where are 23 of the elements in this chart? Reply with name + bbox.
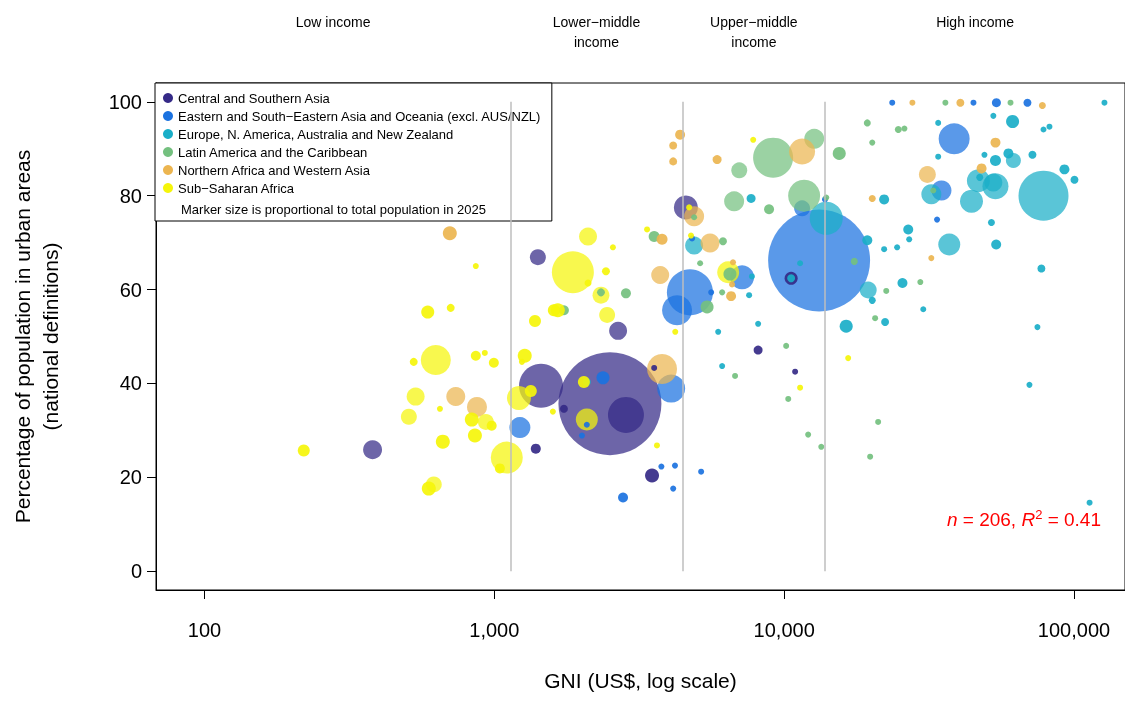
legend-label: Latin America and the Caribbean [178,144,368,160]
text: High income [936,14,1015,30]
annotation: Marker size is proportional to total population in 2025 [181,202,486,217]
y-tick-label: 20 [119,466,142,489]
legend-label: Eastern and South−Eastern Asia and Oceania (excl. AUS/NZL) [178,108,541,124]
x-tick-label: 1,000 [469,619,520,641]
text: Low income [295,14,371,30]
x-tick-label: 10,000 [753,619,815,641]
y-tick-label: 0 [130,560,142,583]
legend-label: Sub−Saharan Africa [178,180,295,196]
legend-label: Europe, N. America, Australia and New Zealand [178,126,454,142]
legend-label: Central and Southern Asia [178,90,331,106]
x-tick-label: 100,000 [1037,619,1111,641]
y-tick-label: 60 [119,278,142,301]
y-axis-title: Percentage of population in urban areas (national definitions) [10,149,62,524]
y-tick-label: 80 [119,184,142,207]
y-tick-label: 100 [108,90,142,113]
y-tick-label: 40 [119,372,142,395]
text: Upper−middle income [710,14,798,50]
text: Lower−middle income [552,14,641,50]
legend-label: Northern Africa and Western Asia [178,162,371,178]
x-axis-title: GNI (US$, log scale) [544,669,737,692]
x-tick-label: 100 [187,619,222,641]
